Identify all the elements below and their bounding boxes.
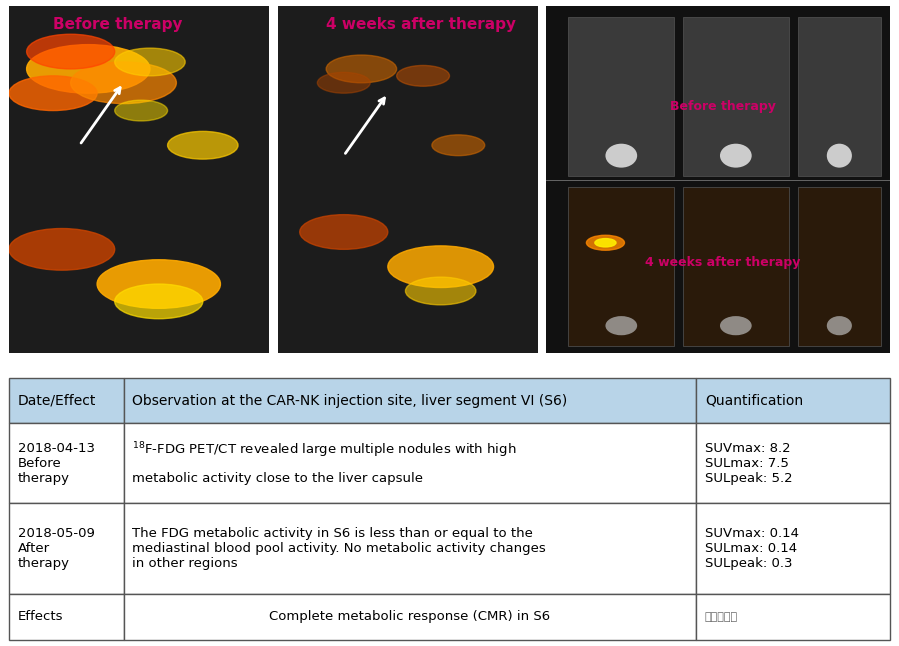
Circle shape <box>405 277 476 305</box>
Text: 🌿无癌家园: 🌿无癌家园 <box>705 612 738 622</box>
Circle shape <box>115 284 203 318</box>
Circle shape <box>317 72 370 93</box>
Text: 4 weeks after therapy: 4 weeks after therapy <box>326 17 516 32</box>
FancyBboxPatch shape <box>683 187 788 346</box>
Ellipse shape <box>605 143 637 167</box>
FancyBboxPatch shape <box>696 378 890 423</box>
FancyBboxPatch shape <box>9 423 123 503</box>
Ellipse shape <box>605 316 637 335</box>
Circle shape <box>9 229 115 270</box>
Text: Observation at the CAR-NK injection site, liver segment VI (S6): Observation at the CAR-NK injection site… <box>132 393 567 408</box>
Ellipse shape <box>720 316 752 335</box>
FancyBboxPatch shape <box>696 594 890 640</box>
Text: The FDG metabolic activity in S6 is less than or equal to the
mediastinal blood : The FDG metabolic activity in S6 is less… <box>132 527 546 570</box>
FancyBboxPatch shape <box>123 594 696 640</box>
Text: 2018-04-13
Before
therapy: 2018-04-13 Before therapy <box>18 442 94 484</box>
FancyBboxPatch shape <box>696 503 890 594</box>
FancyBboxPatch shape <box>696 423 890 503</box>
FancyBboxPatch shape <box>123 423 696 503</box>
Circle shape <box>326 55 396 83</box>
Circle shape <box>27 34 115 69</box>
Circle shape <box>432 135 485 156</box>
Text: Complete metabolic response (CMR) in S6: Complete metabolic response (CMR) in S6 <box>270 610 550 623</box>
Circle shape <box>586 235 625 250</box>
FancyBboxPatch shape <box>123 503 696 594</box>
FancyBboxPatch shape <box>568 187 674 346</box>
Text: SUVmax: 8.2
SULmax: 7.5
SULpeak: 5.2: SUVmax: 8.2 SULmax: 7.5 SULpeak: 5.2 <box>705 442 793 484</box>
FancyBboxPatch shape <box>123 378 696 423</box>
FancyBboxPatch shape <box>797 187 881 346</box>
FancyBboxPatch shape <box>797 17 881 176</box>
Text: Date/Effect: Date/Effect <box>18 393 96 408</box>
Ellipse shape <box>827 316 852 335</box>
FancyBboxPatch shape <box>547 6 890 353</box>
FancyBboxPatch shape <box>9 378 123 423</box>
Text: SUVmax: 0.14
SULmax: 0.14
SULpeak: 0.3: SUVmax: 0.14 SULmax: 0.14 SULpeak: 0.3 <box>705 527 799 570</box>
Text: metabolic activity close to the liver capsule: metabolic activity close to the liver ca… <box>132 472 423 485</box>
Text: $^{18}$F-FDG PET/CT revealed large multiple nodules with high: $^{18}$F-FDG PET/CT revealed large multi… <box>132 441 517 460</box>
Text: Before therapy: Before therapy <box>670 100 776 113</box>
Text: Effects: Effects <box>18 610 63 623</box>
Circle shape <box>97 260 220 308</box>
Text: 4 weeks after therapy: 4 weeks after therapy <box>645 256 800 269</box>
Text: Before therapy: Before therapy <box>53 17 182 32</box>
FancyBboxPatch shape <box>9 503 123 594</box>
Circle shape <box>299 214 387 249</box>
Circle shape <box>115 48 185 76</box>
FancyBboxPatch shape <box>9 594 123 640</box>
Ellipse shape <box>827 143 852 167</box>
Text: Quantification: Quantification <box>705 393 803 408</box>
Circle shape <box>387 246 494 287</box>
Ellipse shape <box>720 143 752 167</box>
Circle shape <box>396 65 450 87</box>
Circle shape <box>167 131 238 159</box>
FancyBboxPatch shape <box>568 17 674 176</box>
FancyBboxPatch shape <box>683 17 788 176</box>
Circle shape <box>115 100 167 121</box>
Text: 2018-05-09
After
therapy: 2018-05-09 After therapy <box>18 527 94 570</box>
FancyBboxPatch shape <box>278 6 538 353</box>
Circle shape <box>9 76 97 110</box>
FancyBboxPatch shape <box>9 6 269 353</box>
Circle shape <box>71 62 176 103</box>
Circle shape <box>27 45 150 93</box>
Circle shape <box>595 238 616 247</box>
